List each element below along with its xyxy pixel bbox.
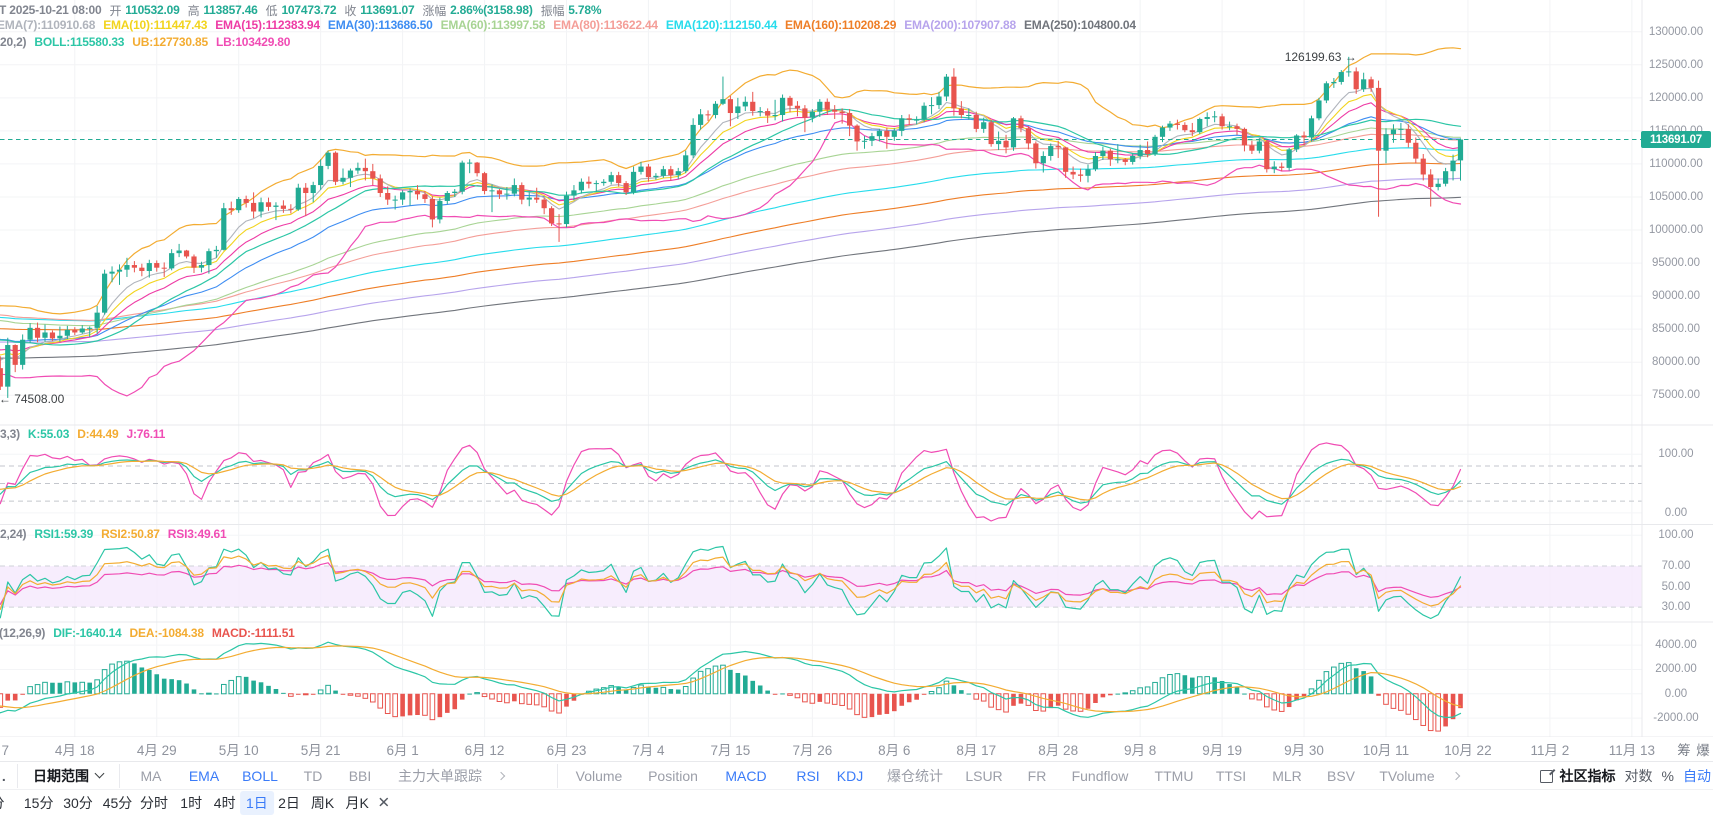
axis-label: 110000.00 bbox=[1649, 157, 1703, 170]
tab-TVolume[interactable]: TVolume bbox=[1379, 767, 1435, 784]
tab-LSUR[interactable]: LSUR bbox=[965, 767, 1003, 784]
more-main-indicators-chevron-icon[interactable] bbox=[496, 771, 506, 780]
log-scale-button[interactable]: 对数 bbox=[1624, 767, 1653, 784]
tab-爆仓统计[interactable]: 爆仓统计 bbox=[887, 767, 943, 784]
axis-label: 2000.00 bbox=[1655, 663, 1697, 676]
date-tick-label: 8月 28 bbox=[1038, 742, 1079, 758]
date-tick-label: 4月 7 bbox=[0, 742, 9, 758]
date-tick-label: 9月 30 bbox=[1284, 742, 1324, 758]
axis-label: 95000.00 bbox=[1652, 257, 1700, 270]
axis-label: 30.00 bbox=[1661, 601, 1691, 614]
edit-icon bbox=[1539, 769, 1554, 783]
tab-MACD[interactable]: MACD bbox=[725, 767, 767, 784]
axis-label: -2000.00 bbox=[1653, 712, 1699, 725]
tab-Fundflow[interactable]: Fundflow bbox=[1071, 767, 1129, 784]
date-tick-label: 11月 13 bbox=[1608, 742, 1655, 758]
axis-label: 4000.00 bbox=[1655, 639, 1697, 652]
tab-BOLL[interactable]: BOLL bbox=[242, 767, 278, 784]
tab-EMA[interactable]: EMA bbox=[188, 767, 220, 784]
axis-label: 125000.00 bbox=[1648, 58, 1704, 71]
timeframe-周K[interactable]: 周K bbox=[310, 794, 335, 811]
axis-mini-button[interactable]: 筹 bbox=[1677, 742, 1691, 758]
tab-TTSI[interactable]: TTSI bbox=[1215, 767, 1247, 784]
timeframe-15分[interactable]: 15分 bbox=[23, 794, 54, 811]
timeframe-30分[interactable]: 30分 bbox=[63, 794, 93, 811]
tab-BBI[interactable]: BBI bbox=[348, 767, 372, 784]
date-tick-label: 7月 4 bbox=[632, 742, 665, 758]
tab-FR[interactable]: FR bbox=[1027, 767, 1047, 784]
date-tick-label: 11月 2 bbox=[1530, 742, 1570, 758]
timeframe-1日[interactable]: 1日 bbox=[239, 790, 274, 815]
chevron-down-icon bbox=[94, 768, 105, 779]
community-indicator-button[interactable]: 社区指标 bbox=[1539, 766, 1616, 786]
axis-label: 0.00 bbox=[1664, 687, 1688, 700]
price-annotation: 126199.63 → bbox=[1284, 49, 1357, 64]
timeframe-2日[interactable]: 2日 bbox=[278, 794, 300, 811]
axis-label: 100000.00 bbox=[1648, 224, 1704, 236]
axis-label: 100.00 bbox=[1658, 529, 1694, 542]
tab-Volume[interactable]: Volume bbox=[575, 767, 623, 784]
date-tick-label: 10月 22 bbox=[1444, 742, 1492, 758]
date-tick-label: 6月 1 bbox=[386, 742, 419, 758]
last-price-tag: 113691.07 bbox=[1641, 131, 1711, 149]
date-tick-label: 4月 18 bbox=[54, 742, 95, 758]
timeframe-分[interactable]: 分 bbox=[0, 791, 11, 815]
tab-TD[interactable]: TD bbox=[303, 767, 323, 784]
date-tick-label: 10月 11 bbox=[1362, 742, 1410, 758]
toolbar-separator bbox=[557, 764, 558, 788]
date-tick-label: 8月 6 bbox=[878, 742, 911, 758]
axis-label: 0.00 bbox=[1664, 506, 1688, 519]
axis-label: 105000.00 bbox=[1648, 190, 1704, 203]
clipped-left-icon: .. bbox=[0, 767, 7, 784]
axis-label: 70.00 bbox=[1661, 560, 1691, 573]
date-tick-label: 7月 26 bbox=[792, 742, 833, 758]
axis-mini-button[interactable]: 爆 bbox=[1696, 742, 1710, 758]
tab-主力大单跟踪[interactable]: 主力大单跟踪 bbox=[398, 767, 482, 784]
date-tick-label: 5月 21 bbox=[300, 742, 341, 758]
more-sub-indicators-chevron-icon[interactable] bbox=[1451, 771, 1461, 780]
axis-label: 85000.00 bbox=[1652, 323, 1700, 336]
tab-MLR[interactable]: MLR bbox=[1272, 767, 1302, 784]
date-range-button[interactable]: 日期范围 bbox=[33, 766, 105, 786]
date-tick-label: 9月 8 bbox=[1124, 742, 1157, 758]
timeframe-分时[interactable]: 分时 bbox=[140, 794, 168, 811]
price-annotation: ← 74508.00 bbox=[0, 391, 65, 406]
tab-KDJ[interactable]: KDJ bbox=[836, 767, 864, 784]
tab-BSV[interactable]: BSV bbox=[1326, 767, 1356, 784]
date-tick-label: 6月 23 bbox=[546, 742, 587, 758]
date-tick-label: 9月 19 bbox=[1202, 742, 1242, 758]
axis-label: 130000.00 bbox=[1648, 25, 1704, 38]
date-tick-label: 7月 15 bbox=[710, 742, 751, 758]
tab-RSI[interactable]: RSI bbox=[796, 767, 820, 784]
axis-label: 80000.00 bbox=[1652, 356, 1700, 369]
date-tick-label: 4月 29 bbox=[136, 742, 177, 758]
timeframe-月K[interactable]: 月K bbox=[345, 794, 369, 811]
percent-scale-button[interactable]: % bbox=[1661, 767, 1674, 784]
axis-label: 120000.00 bbox=[1648, 91, 1704, 104]
axis-label: 100.00 bbox=[1658, 448, 1694, 461]
date-tick-label: 5月 10 bbox=[218, 742, 259, 758]
close-icon[interactable]: ✕ bbox=[377, 794, 391, 811]
timeframe-45分[interactable]: 45分 bbox=[102, 794, 133, 811]
indicator-toolbar: .. 日期范围 MA EMA BOLL TD BBI 主力大单跟踪 Volume Posit… bbox=[0, 761, 1713, 790]
date-tick-label: 6月 12 bbox=[464, 742, 505, 758]
toolbar-separator bbox=[119, 764, 120, 788]
auto-scale-button[interactable]: 自动 bbox=[1683, 767, 1711, 784]
timeframe-1时[interactable]: 1时 bbox=[180, 794, 203, 811]
axis-label: 75000.00 bbox=[1652, 389, 1700, 402]
tab-TTMU[interactable]: TTMU bbox=[1154, 767, 1194, 784]
kline-chart-canvas[interactable] bbox=[0, 0, 1713, 737]
axis-label: 50.00 bbox=[1661, 580, 1691, 593]
tab-MA[interactable]: MA bbox=[140, 767, 162, 784]
timeframe-4时[interactable]: 4时 bbox=[213, 794, 236, 811]
toolbar-separator bbox=[17, 764, 18, 788]
axis-label: 90000.00 bbox=[1652, 290, 1700, 303]
date-tick-label: 8月 17 bbox=[956, 742, 997, 758]
tab-Position[interactable]: Position bbox=[648, 767, 698, 784]
